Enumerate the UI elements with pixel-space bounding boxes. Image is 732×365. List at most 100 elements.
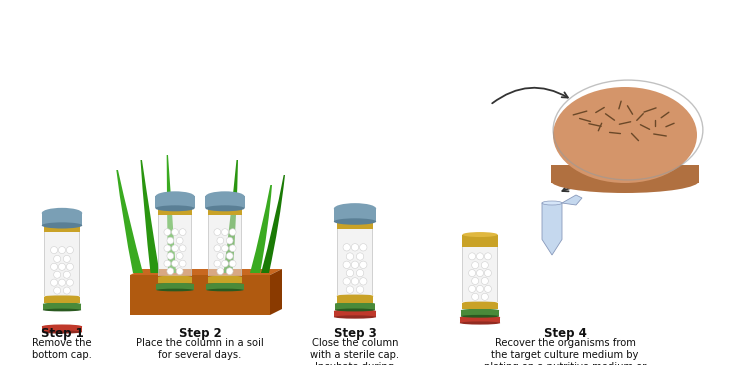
Bar (158, 215, 192, 276)
Circle shape (468, 285, 476, 292)
Polygon shape (542, 203, 562, 255)
Bar (208, 277, 242, 283)
Bar (337, 296, 373, 303)
Circle shape (53, 255, 61, 262)
Circle shape (471, 277, 479, 284)
Circle shape (346, 269, 354, 277)
Circle shape (176, 253, 183, 259)
Bar (463, 303, 498, 309)
Ellipse shape (208, 207, 242, 211)
Bar (42, 304, 81, 310)
Bar (337, 223, 373, 229)
Circle shape (343, 261, 351, 269)
Bar (208, 215, 242, 276)
Text: Incubate during: Incubate during (315, 361, 395, 365)
Bar (157, 284, 193, 290)
Circle shape (343, 243, 351, 251)
Circle shape (482, 293, 488, 300)
Circle shape (482, 262, 488, 269)
Text: plating on a nutritive medium or: plating on a nutritive medium or (484, 361, 646, 365)
Circle shape (217, 253, 224, 259)
Circle shape (226, 268, 233, 274)
Ellipse shape (463, 232, 498, 237)
Circle shape (51, 246, 58, 254)
Circle shape (64, 255, 70, 262)
Circle shape (485, 285, 491, 292)
Bar (78, 233, 80, 296)
Bar (45, 226, 80, 233)
Ellipse shape (208, 276, 242, 279)
Circle shape (477, 269, 484, 277)
Ellipse shape (337, 294, 373, 298)
Ellipse shape (42, 222, 82, 228)
Circle shape (176, 268, 183, 274)
Ellipse shape (335, 308, 375, 311)
Circle shape (222, 229, 228, 235)
Text: bottom cap.: bottom cap. (32, 350, 92, 360)
Circle shape (226, 253, 233, 259)
Circle shape (468, 269, 476, 277)
Circle shape (226, 237, 233, 244)
Circle shape (471, 262, 479, 269)
Bar (45, 297, 80, 303)
Ellipse shape (155, 205, 195, 211)
Ellipse shape (463, 301, 498, 305)
Circle shape (179, 260, 186, 267)
Circle shape (59, 246, 66, 254)
Circle shape (164, 229, 171, 235)
Text: Recover the organisms from: Recover the organisms from (495, 338, 635, 349)
Text: with a sterile cap.: with a sterile cap. (310, 350, 400, 360)
Bar (45, 233, 80, 296)
Text: Step 3: Step 3 (334, 327, 376, 340)
Circle shape (359, 243, 367, 251)
Ellipse shape (553, 87, 697, 183)
Ellipse shape (158, 207, 192, 211)
Circle shape (356, 286, 364, 293)
Polygon shape (562, 195, 582, 205)
Circle shape (214, 260, 221, 267)
Circle shape (167, 268, 173, 274)
Circle shape (217, 237, 224, 244)
Bar (496, 239, 498, 302)
Ellipse shape (158, 276, 192, 279)
Circle shape (351, 243, 359, 251)
Ellipse shape (45, 224, 80, 228)
Circle shape (64, 271, 70, 278)
Polygon shape (130, 269, 282, 275)
Circle shape (171, 229, 179, 235)
Circle shape (468, 253, 476, 260)
Bar (206, 284, 244, 290)
Circle shape (229, 229, 236, 235)
Ellipse shape (460, 315, 499, 318)
Circle shape (356, 253, 364, 260)
Text: Close the column: Close the column (312, 338, 398, 349)
Circle shape (217, 268, 224, 274)
Ellipse shape (42, 303, 81, 306)
Bar (42, 213, 82, 226)
Bar (206, 196, 244, 208)
PathPatch shape (167, 155, 176, 273)
Bar (130, 275, 270, 315)
Ellipse shape (155, 191, 195, 201)
Ellipse shape (542, 201, 562, 205)
Circle shape (171, 260, 179, 267)
Circle shape (167, 237, 173, 244)
Circle shape (59, 263, 66, 270)
Circle shape (351, 278, 359, 285)
Text: Place the column in a soil: Place the column in a soil (136, 338, 264, 349)
Ellipse shape (157, 283, 193, 286)
Circle shape (179, 245, 186, 251)
Bar (42, 326, 82, 332)
Bar (460, 310, 499, 316)
Ellipse shape (45, 295, 80, 299)
Ellipse shape (337, 220, 373, 224)
Ellipse shape (206, 283, 244, 286)
Bar (463, 239, 498, 302)
Circle shape (167, 253, 173, 259)
Circle shape (64, 287, 70, 294)
Circle shape (229, 260, 236, 267)
Ellipse shape (334, 203, 376, 214)
Circle shape (346, 286, 354, 293)
Circle shape (214, 245, 221, 251)
Text: Step 2: Step 2 (179, 327, 221, 340)
